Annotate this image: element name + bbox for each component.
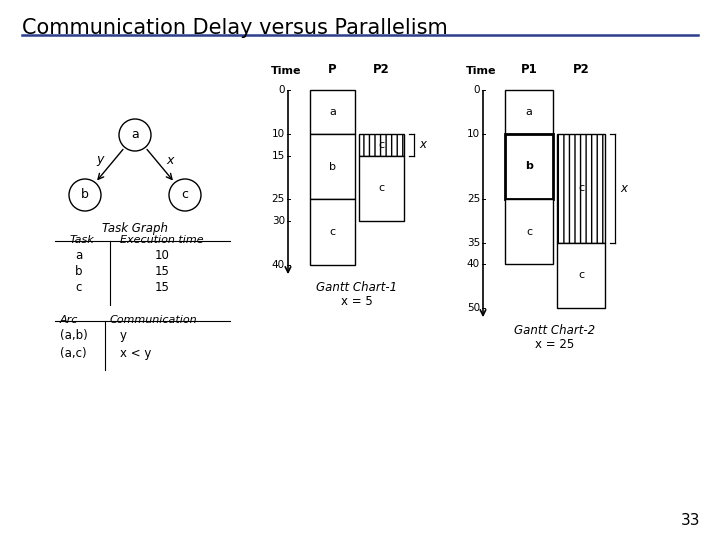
Text: x: x: [419, 138, 426, 151]
Text: 40: 40: [272, 260, 285, 270]
Bar: [557, 133, 605, 242]
Bar: [505, 199, 553, 265]
Bar: [505, 133, 553, 199]
Bar: [310, 134, 355, 199]
Circle shape: [169, 179, 201, 211]
Text: c: c: [578, 183, 584, 193]
Text: Task Graph: Task Graph: [102, 222, 168, 235]
Text: b: b: [81, 188, 89, 201]
Text: 30: 30: [272, 216, 285, 226]
Text: c: c: [379, 140, 384, 150]
Text: Execution time: Execution time: [120, 235, 204, 245]
Circle shape: [69, 179, 101, 211]
Text: y: y: [120, 329, 127, 342]
Text: Communication: Communication: [110, 315, 197, 325]
Text: 10: 10: [467, 129, 480, 139]
Text: 15: 15: [155, 265, 170, 278]
Text: 33: 33: [680, 513, 700, 528]
Text: x: x: [166, 153, 174, 166]
Circle shape: [119, 119, 151, 151]
Text: a: a: [329, 107, 336, 117]
Text: b: b: [329, 161, 336, 172]
Text: Gantt Chart-1: Gantt Chart-1: [316, 281, 397, 294]
Text: x = 5: x = 5: [341, 295, 373, 308]
Text: x: x: [620, 181, 627, 194]
Text: 50: 50: [467, 303, 480, 313]
Text: c: c: [75, 281, 81, 294]
Text: Task: Task: [70, 235, 95, 245]
Text: b: b: [525, 161, 533, 171]
Text: c: c: [330, 227, 336, 237]
Bar: [359, 134, 404, 156]
Text: a: a: [526, 107, 532, 117]
Bar: [557, 242, 605, 308]
Text: P2: P2: [373, 63, 390, 76]
Text: Arc: Arc: [60, 315, 78, 325]
Text: 0: 0: [474, 85, 480, 95]
Text: 10: 10: [272, 129, 285, 139]
Text: 40: 40: [467, 259, 480, 269]
Text: 15: 15: [155, 281, 170, 294]
Text: (a,c): (a,c): [60, 347, 86, 360]
Bar: [359, 156, 404, 221]
Text: x < y: x < y: [120, 347, 151, 360]
Text: a: a: [75, 249, 82, 262]
Text: Gantt Chart-2: Gantt Chart-2: [514, 324, 595, 337]
Text: c: c: [578, 271, 584, 280]
Text: P2: P2: [572, 63, 590, 76]
Text: y: y: [96, 153, 104, 166]
Text: Communication Delay versus Parallelism: Communication Delay versus Parallelism: [22, 18, 448, 38]
Text: Time: Time: [466, 66, 496, 76]
Text: c: c: [379, 184, 384, 193]
Text: c: c: [526, 227, 532, 237]
Text: a: a: [131, 129, 139, 141]
Text: Time: Time: [271, 66, 301, 76]
Text: 0: 0: [279, 85, 285, 95]
Text: 35: 35: [467, 238, 480, 248]
Text: 10: 10: [155, 249, 170, 262]
Text: 25: 25: [467, 194, 480, 204]
Text: 15: 15: [271, 151, 285, 160]
Text: P1: P1: [521, 63, 537, 76]
Text: (a,b): (a,b): [60, 329, 88, 342]
Text: P: P: [328, 63, 337, 76]
Text: b: b: [75, 265, 83, 278]
Text: c: c: [181, 188, 189, 201]
Bar: [505, 90, 553, 133]
Bar: [310, 199, 355, 265]
Bar: [310, 90, 355, 134]
Text: x = 25: x = 25: [536, 338, 575, 351]
Text: 25: 25: [271, 194, 285, 204]
